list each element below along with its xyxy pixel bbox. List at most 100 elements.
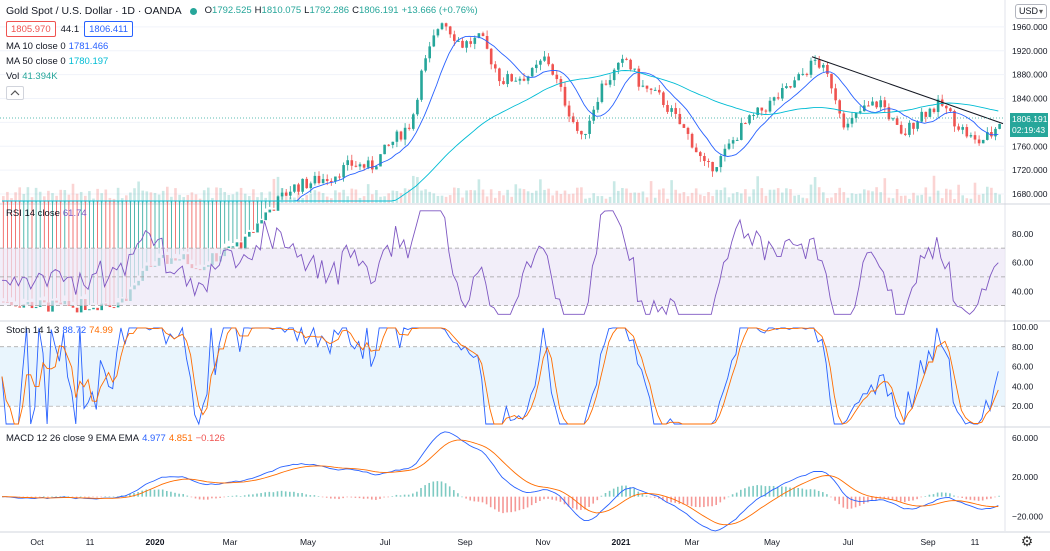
candle-body	[436, 29, 440, 36]
macd-histogram-bar	[112, 496, 115, 498]
macd-histogram-bar	[600, 495, 603, 497]
macd-histogram-bar	[629, 487, 631, 497]
macd-histogram-bar	[740, 489, 742, 497]
candle-body	[641, 85, 645, 87]
macd-histogram-bar	[293, 491, 295, 497]
candle-body	[375, 166, 378, 170]
candle-body	[826, 64, 829, 74]
candle-body	[990, 132, 993, 137]
symbol-header: Gold Spot / U.S. Dollar · 1D · OANDA O 17…	[6, 4, 478, 18]
candle-body	[416, 99, 419, 115]
candle-body	[284, 192, 288, 196]
macd-histogram-bar	[965, 496, 968, 500]
macd-histogram-bar	[235, 495, 238, 497]
candle-body	[112, 307, 116, 309]
time-axis-label: May	[300, 537, 317, 547]
candle-body	[477, 33, 481, 38]
volume-bar	[412, 175, 415, 203]
stoch-legend[interactable]: Stoch 14 1 3 88.72 74.99	[6, 324, 113, 338]
currency-selector[interactable]: USD ▾	[1015, 4, 1047, 19]
last-price-tag: 1806.191 02:19:43	[1010, 113, 1048, 137]
candle-body	[358, 164, 362, 167]
rsi-tick-label: 60.00	[1012, 258, 1034, 268]
time-axis-label: Mar	[685, 537, 700, 547]
candle-body	[994, 128, 997, 137]
macd-histogram-bar	[998, 495, 1000, 497]
gear-icon[interactable]: ⚙	[1020, 533, 1034, 549]
macd-histogram-bar	[494, 496, 496, 510]
macd-histogram-bar	[26, 496, 29, 498]
time-axis-label: 2021	[612, 537, 631, 547]
rsi-band	[0, 248, 1005, 306]
volume-bar	[325, 196, 329, 203]
candle-body	[248, 231, 251, 237]
candle-body	[588, 120, 591, 134]
candle-body	[535, 64, 538, 69]
volume-bar	[383, 196, 386, 203]
volume-bar	[379, 196, 382, 203]
stoch-tick-label: 100.00	[1012, 322, 1038, 332]
volume-bar	[18, 187, 21, 203]
macd-histogram-bar	[945, 492, 947, 497]
macd-histogram-bar	[846, 496, 849, 509]
volume-bar	[752, 189, 755, 203]
legend-collapse-button[interactable]	[6, 86, 24, 100]
macd-histogram-bar	[522, 496, 525, 510]
candle-body	[666, 104, 669, 112]
ma10-legend[interactable]: MA 10 close 0 1781.466	[6, 40, 108, 54]
macd-histogram-bar	[227, 496, 230, 497]
ma50-legend[interactable]: MA 50 close 0 1780.197	[6, 55, 108, 69]
symbol-title[interactable]: Gold Spot / U.S. Dollar · 1D · OANDA	[6, 5, 182, 17]
volume-bar	[375, 190, 378, 203]
volume-bar	[904, 195, 907, 203]
macd-histogram-bar	[301, 492, 303, 497]
volume-bar	[801, 197, 805, 203]
volume-bar	[920, 194, 923, 203]
macd-histogram-bar	[539, 496, 541, 502]
volume-bar	[498, 190, 501, 203]
macd-histogram-bar	[194, 496, 197, 499]
candle-body	[813, 59, 817, 61]
volume-bar	[830, 197, 833, 203]
volume-bar	[182, 197, 185, 203]
sell-button[interactable]: 1805.970	[6, 21, 56, 37]
macd-histogram-bar	[567, 496, 570, 507]
candle-body	[686, 127, 690, 134]
candle-body	[448, 26, 452, 35]
macd-histogram-bar	[834, 496, 836, 501]
volume-bar	[461, 197, 464, 203]
volume-bar	[895, 189, 899, 203]
volume-bar	[789, 189, 792, 203]
macd-histogram-bar	[280, 490, 283, 497]
buy-button[interactable]: 1806.411	[84, 21, 134, 37]
volume-bar	[883, 178, 887, 203]
volume-bar	[436, 195, 440, 203]
rsi-legend[interactable]: RSI 14 close 61.74	[6, 207, 87, 221]
macd-histogram-bar	[690, 496, 693, 507]
volume-bar	[957, 184, 960, 203]
low-value: 1792.286	[309, 5, 350, 16]
volume-bar	[395, 191, 399, 203]
macd-histogram-bar	[506, 496, 508, 513]
volume-bar	[260, 192, 263, 203]
candle-body	[305, 178, 308, 189]
candle-body	[539, 60, 542, 65]
currency-label: USD	[1019, 6, 1039, 16]
macd-histogram-bar	[682, 496, 685, 505]
macd-histogram-bar	[641, 493, 644, 497]
rsi-tick-label: 80.00	[1012, 229, 1034, 239]
candle-body	[403, 127, 407, 140]
bar-countdown: 02:19:43	[1012, 125, 1046, 135]
candle-body	[276, 196, 280, 211]
macd-legend[interactable]: MACD 12 26 close 9 EMA EMA 4.977 4.851 −0.1…	[6, 432, 225, 446]
volume-bar	[674, 189, 677, 203]
candle-body	[530, 68, 534, 77]
volume-legend[interactable]: Vol 41.394K	[6, 70, 58, 84]
candle-body	[981, 139, 985, 144]
volume-bar	[59, 189, 62, 203]
macd-histogram-bar	[92, 496, 94, 498]
macd-histogram-bar	[420, 487, 422, 497]
volume-bar	[748, 196, 751, 203]
volume-bar	[346, 196, 349, 203]
